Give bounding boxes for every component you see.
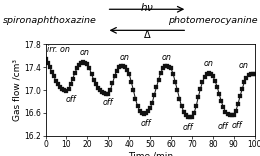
Text: off: off: [65, 95, 76, 104]
Text: on: on: [120, 53, 130, 62]
Text: off: off: [232, 121, 242, 130]
Text: on: on: [239, 61, 249, 70]
X-axis label: Time /min: Time /min: [128, 152, 173, 156]
Text: on: on: [162, 53, 172, 62]
Text: spironaphthoxazine: spironaphthoxazine: [3, 16, 96, 25]
Text: off: off: [217, 122, 228, 131]
Text: on: on: [204, 59, 213, 68]
Text: irr. on: irr. on: [47, 45, 69, 54]
Text: $\Delta$: $\Delta$: [142, 28, 151, 40]
Text: on: on: [80, 48, 90, 57]
Text: $h\nu$: $h\nu$: [140, 1, 154, 13]
Y-axis label: Gas flow /cm³: Gas flow /cm³: [13, 59, 22, 121]
Text: photomerocyanine: photomerocyanine: [168, 16, 257, 25]
Text: off: off: [183, 123, 193, 132]
Text: off: off: [103, 98, 114, 107]
Text: off: off: [141, 119, 151, 128]
